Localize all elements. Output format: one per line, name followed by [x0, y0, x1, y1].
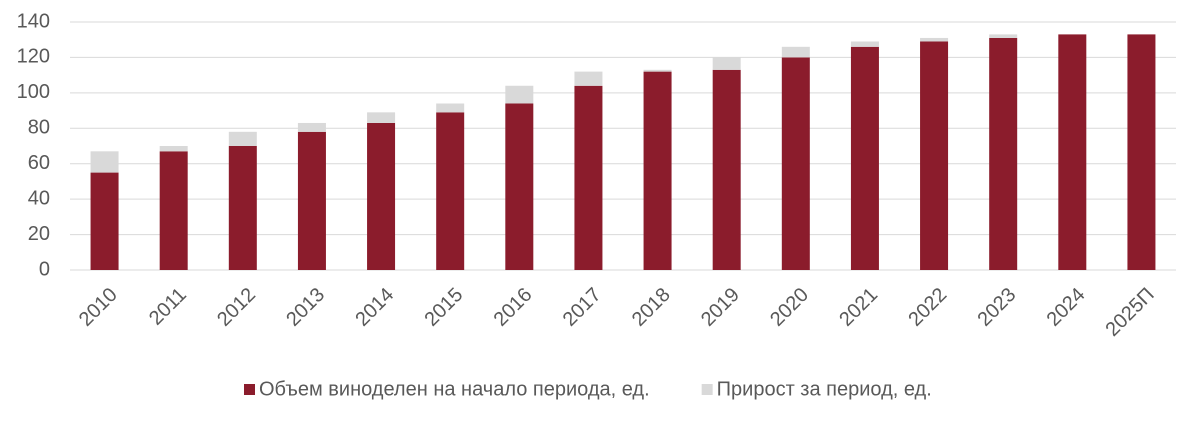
x-tick-label: 2015: [420, 284, 467, 331]
bar-segment: [850, 41, 879, 47]
x-tick-label: 2020: [766, 284, 813, 331]
bar-segment: [781, 46, 810, 58]
bar-segment: [90, 151, 119, 173]
bar-segment: [712, 69, 741, 270]
bar-segment: [989, 37, 1018, 270]
x-tick-label: 2011: [145, 284, 191, 330]
x-tick-label: 2019: [697, 284, 744, 331]
bar-segment: [643, 71, 672, 270]
x-tick-label: 2018: [628, 284, 675, 331]
bar-segment: [436, 103, 465, 113]
bar-segment: [989, 34, 1018, 38]
legend-swatch: [244, 384, 255, 395]
legend-label: Прирост за период, ед.: [717, 378, 932, 400]
legend-label: Объем виноделен на начало периода, ед.: [259, 378, 650, 400]
bar-segment: [297, 122, 326, 132]
bar-segment: [643, 69, 672, 72]
bar-segment: [574, 71, 603, 86]
bar-segment: [228, 131, 257, 146]
x-tick-label: 2010: [75, 284, 122, 331]
y-tick-label: 40: [28, 187, 50, 209]
bar-segment: [436, 112, 465, 270]
bar-segment: [850, 46, 879, 270]
bar-segment: [505, 103, 534, 270]
x-tick-label: 2017: [559, 284, 606, 331]
y-tick-label: 100: [17, 81, 50, 103]
bar-segment: [781, 57, 810, 270]
bar-segment: [159, 146, 188, 152]
bar-segment: [1127, 34, 1156, 271]
bar-segment: [920, 37, 949, 42]
bar-segment: [297, 131, 326, 270]
x-tick-label: 2023: [973, 284, 1020, 331]
bar-segment: [1058, 34, 1087, 271]
legend-swatch: [701, 384, 713, 395]
bar-segment: [920, 41, 949, 270]
bar-segment: [90, 172, 119, 270]
bar-segment: [712, 57, 741, 70]
bar-segment: [574, 85, 603, 271]
y-tick-label: 0: [39, 258, 50, 280]
x-tick-label: 2012: [213, 284, 260, 331]
bar-segment: [367, 112, 396, 123]
bar-segment: [505, 85, 534, 104]
x-tick-label: 2016: [490, 284, 537, 331]
y-tick-label: 120: [17, 46, 50, 68]
x-tick-label: 2021: [835, 284, 882, 331]
bar-segment: [367, 122, 396, 270]
x-tick-label: 2024: [1043, 284, 1090, 331]
bar-segment: [228, 146, 257, 270]
x-tick-label: 2014: [351, 284, 398, 331]
y-tick-label: 60: [28, 152, 50, 174]
x-tick-label: 2022: [904, 284, 951, 331]
y-tick-label: 80: [28, 117, 50, 139]
x-tick-label: 2025П: [1102, 284, 1159, 341]
bar-segment: [159, 151, 188, 270]
y-tick-label: 20: [28, 223, 50, 245]
x-tick-label: 2013: [282, 284, 329, 331]
y-tick-label: 140: [17, 10, 50, 32]
